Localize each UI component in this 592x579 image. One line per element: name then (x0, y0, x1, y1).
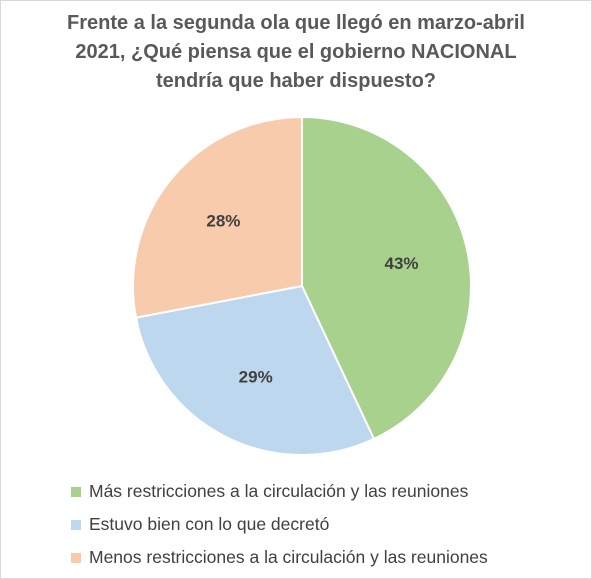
pie-slice-2 (134, 284, 376, 457)
chart-title-line-2: 2021, ¿Qué piensa que el gobierno NACION… (75, 41, 517, 63)
pie-slice-1 (301, 115, 473, 441)
legend-label: Menos restricciones a la circulación y l… (89, 547, 488, 567)
legend-label: Estuvo bien con lo que decretó (89, 514, 330, 534)
legend-item: Estuvo bien con lo que decretó (71, 508, 571, 541)
pie-chart: 43% 29% 28% (132, 115, 473, 457)
legend-item: Menos restricciones a la circulación y l… (71, 541, 571, 574)
slice-data-label-3: 28% (206, 211, 240, 230)
slice-data-label-1: 43% (385, 254, 419, 273)
pie-slice-3 (132, 115, 303, 319)
legend-swatch-green (71, 486, 81, 497)
legend-label: Más restricciones a la circulación y las… (89, 481, 469, 501)
legend: Más restricciones a la circulación y las… (71, 475, 571, 574)
legend-swatch-orange (71, 552, 81, 563)
legend-swatch-blue (71, 519, 81, 530)
chart-title: Frente a la segunda ola que llegó en mar… (11, 9, 581, 96)
chart-title-line-3: tendría que haber dispuesto? (155, 70, 437, 92)
slice-data-label-2: 29% (239, 367, 273, 386)
legend-item: Más restricciones a la circulación y las… (71, 475, 571, 508)
chart-title-line-1: Frente a la segunda ola que llegó en mar… (67, 12, 525, 34)
